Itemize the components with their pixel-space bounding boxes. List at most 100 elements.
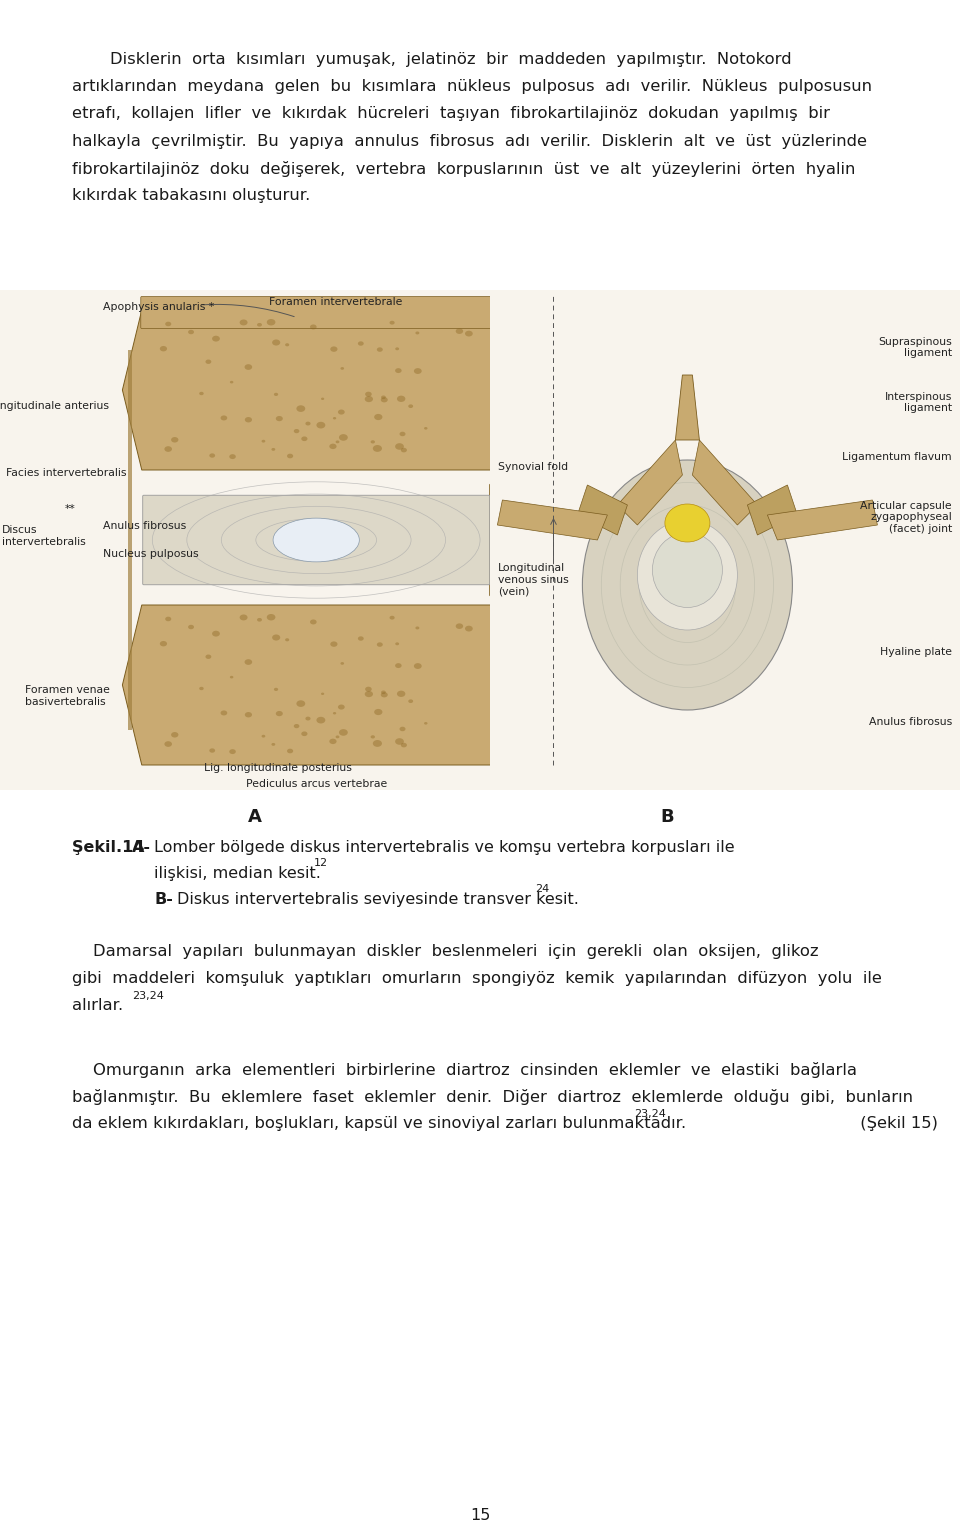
Text: Nucleus pulposus: Nucleus pulposus bbox=[103, 549, 199, 559]
Ellipse shape bbox=[165, 321, 171, 326]
Ellipse shape bbox=[396, 690, 405, 696]
Ellipse shape bbox=[408, 699, 413, 702]
Ellipse shape bbox=[205, 655, 211, 659]
Ellipse shape bbox=[456, 624, 463, 629]
Ellipse shape bbox=[338, 704, 345, 710]
FancyBboxPatch shape bbox=[143, 495, 490, 584]
Text: **: ** bbox=[64, 504, 75, 513]
Bar bbox=[490, 290, 960, 790]
Ellipse shape bbox=[341, 367, 344, 370]
Text: gibi  maddeleri  komşuluk  yaptıkları  omurların  spongiyöz  kemik  yapılarından: gibi maddeleri komşuluk yaptıkları omurl… bbox=[72, 971, 882, 987]
Ellipse shape bbox=[164, 446, 172, 452]
Ellipse shape bbox=[341, 662, 344, 666]
Ellipse shape bbox=[199, 687, 204, 690]
Polygon shape bbox=[497, 500, 608, 539]
Text: A: A bbox=[248, 808, 261, 825]
Ellipse shape bbox=[272, 340, 280, 346]
Ellipse shape bbox=[229, 381, 233, 383]
Ellipse shape bbox=[329, 739, 337, 744]
Ellipse shape bbox=[583, 460, 792, 710]
Ellipse shape bbox=[371, 440, 375, 444]
Text: Lomber bölgede diskus intervertebralis ve komşu vertebra korpusları ile: Lomber bölgede diskus intervertebralis v… bbox=[154, 841, 734, 855]
Text: Apophysis anularis *: Apophysis anularis * bbox=[103, 303, 214, 312]
Ellipse shape bbox=[305, 421, 310, 426]
Ellipse shape bbox=[171, 732, 179, 738]
Ellipse shape bbox=[416, 332, 420, 335]
Ellipse shape bbox=[330, 641, 338, 647]
Ellipse shape bbox=[321, 693, 324, 695]
Text: Ligamentum flavum: Ligamentum flavum bbox=[842, 452, 952, 463]
Text: Anulus fibrosus: Anulus fibrosus bbox=[103, 521, 186, 530]
Ellipse shape bbox=[164, 741, 172, 747]
Ellipse shape bbox=[365, 397, 373, 403]
Ellipse shape bbox=[274, 687, 278, 692]
Ellipse shape bbox=[188, 626, 194, 629]
Ellipse shape bbox=[317, 716, 325, 724]
Ellipse shape bbox=[374, 709, 382, 715]
Ellipse shape bbox=[381, 690, 386, 695]
Ellipse shape bbox=[653, 532, 723, 607]
Ellipse shape bbox=[165, 616, 171, 621]
Text: Şekil.14: Şekil.14 bbox=[72, 841, 150, 855]
Ellipse shape bbox=[221, 710, 228, 715]
Ellipse shape bbox=[396, 369, 401, 373]
Ellipse shape bbox=[371, 735, 375, 738]
Text: Lig. longitudinale posterius: Lig. longitudinale posterius bbox=[204, 762, 351, 773]
Ellipse shape bbox=[408, 404, 413, 407]
Text: Lig. longitudinale anterius: Lig. longitudinale anterius bbox=[0, 401, 109, 410]
Text: Longitudinal
venous sinus
(vein): Longitudinal venous sinus (vein) bbox=[498, 564, 568, 596]
Text: 15: 15 bbox=[469, 1508, 491, 1523]
Ellipse shape bbox=[336, 441, 340, 443]
Ellipse shape bbox=[209, 749, 215, 753]
Ellipse shape bbox=[310, 324, 317, 329]
Ellipse shape bbox=[317, 421, 325, 429]
Text: (Şekil 15): (Şekil 15) bbox=[854, 1116, 938, 1131]
Ellipse shape bbox=[171, 437, 179, 443]
Text: 12: 12 bbox=[314, 859, 328, 868]
Ellipse shape bbox=[399, 727, 405, 732]
Ellipse shape bbox=[294, 724, 300, 729]
Ellipse shape bbox=[333, 712, 336, 715]
Text: Diskus intervertebralis seviyesinde transver kesit.: Diskus intervertebralis seviyesinde tran… bbox=[177, 891, 579, 907]
Text: Interspinous
ligament: Interspinous ligament bbox=[884, 392, 952, 413]
Ellipse shape bbox=[245, 659, 252, 666]
Ellipse shape bbox=[424, 722, 427, 724]
Ellipse shape bbox=[205, 360, 211, 364]
Ellipse shape bbox=[221, 415, 228, 421]
Text: B-: B- bbox=[154, 891, 173, 907]
Ellipse shape bbox=[401, 742, 407, 747]
Ellipse shape bbox=[229, 676, 233, 678]
Text: kıkırdak tabakasını oluşturur.: kıkırdak tabakasını oluşturur. bbox=[72, 188, 310, 203]
Ellipse shape bbox=[305, 716, 310, 721]
Ellipse shape bbox=[424, 427, 427, 430]
Ellipse shape bbox=[396, 642, 399, 646]
Ellipse shape bbox=[330, 346, 338, 352]
Ellipse shape bbox=[465, 626, 472, 632]
Text: Pediculus arcus vertebrae: Pediculus arcus vertebrae bbox=[246, 779, 387, 788]
Ellipse shape bbox=[267, 320, 276, 326]
Ellipse shape bbox=[285, 638, 289, 641]
Text: Anulus fibrosus: Anulus fibrosus bbox=[869, 718, 952, 727]
Polygon shape bbox=[692, 440, 757, 526]
Text: fibrokartilajinöz  doku  değişerek,  vertebra  korpuslarının  üst  ve  alt  yüze: fibrokartilajinöz doku değişerek, verteb… bbox=[72, 161, 855, 177]
Ellipse shape bbox=[261, 735, 265, 738]
Ellipse shape bbox=[257, 323, 262, 327]
Ellipse shape bbox=[287, 749, 293, 753]
Text: ilişkisi, median kesit.: ilişkisi, median kesit. bbox=[154, 865, 321, 881]
Ellipse shape bbox=[333, 417, 336, 420]
Ellipse shape bbox=[257, 618, 262, 621]
Ellipse shape bbox=[276, 417, 283, 421]
Text: halkayla  çevrilmiştir.  Bu  yapıya  annulus  fibrosus  adı  verilir.  Disklerin: halkayla çevrilmiştir. Bu yapıya annulus… bbox=[72, 134, 867, 149]
Ellipse shape bbox=[245, 417, 252, 423]
Text: 23,24: 23,24 bbox=[132, 991, 164, 1001]
Ellipse shape bbox=[261, 440, 265, 443]
Ellipse shape bbox=[272, 635, 280, 641]
Ellipse shape bbox=[396, 443, 404, 450]
Ellipse shape bbox=[297, 701, 305, 707]
Text: 24: 24 bbox=[535, 884, 549, 895]
Ellipse shape bbox=[390, 616, 395, 619]
Polygon shape bbox=[123, 606, 510, 765]
Text: bağlanmıştır.  Bu  eklemlere  faset  eklemler  denir.  Diğer  diartroz  eklemler: bağlanmıştır. Bu eklemlere faset eklemle… bbox=[72, 1088, 913, 1105]
Ellipse shape bbox=[396, 395, 405, 403]
Ellipse shape bbox=[321, 398, 324, 400]
